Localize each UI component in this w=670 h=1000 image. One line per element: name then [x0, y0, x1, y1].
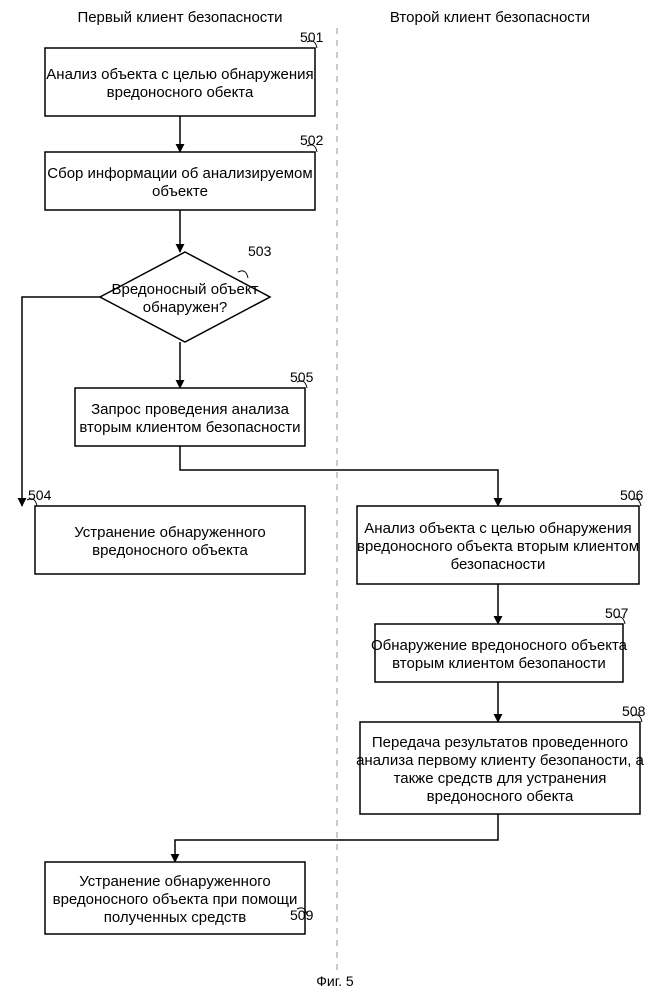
ref-label: 503	[248, 243, 272, 259]
node-text: анализа первому клиенту безопаности, а	[356, 752, 644, 769]
node-text: вредоносного обекта	[427, 788, 574, 805]
node-text: также средств для устранения	[394, 770, 607, 787]
node-text: вредоносного объекта при помощи	[53, 891, 298, 908]
ref-label: 509	[290, 907, 314, 923]
node-504: Устранение обнаруженноговредоносного объ…	[27, 487, 305, 574]
node-text: Анализ объекта с целью обнаружения	[46, 66, 313, 83]
node-507: Обнаружение вредоносного объектавторым к…	[371, 605, 629, 682]
ref-label: 505	[290, 369, 314, 385]
node-508: Передача результатов проведенногоанализа…	[356, 703, 645, 814]
node-501: Анализ объекта с целью обнаружениявредон…	[45, 29, 324, 116]
node-text: Устранение обнаруженного	[74, 524, 266, 541]
node-text: вредоносного обекта	[107, 84, 254, 101]
node-505: Запрос проведения анализавторым клиентом…	[75, 369, 314, 446]
node-502: Сбор информации об анализируемомобъекте 5…	[45, 132, 324, 210]
node-text: Передача результатов проведенного	[372, 734, 628, 751]
node-text: Вредоносный объект	[112, 281, 259, 298]
ref-label: 506	[620, 487, 644, 503]
node-text: вторым клиентом безопасности	[79, 419, 300, 436]
node-509: Устранение обнаруженноговредоносного объ…	[45, 862, 314, 934]
figure-caption: Фиг. 5	[316, 973, 354, 989]
node-text: Сбор информации об анализируемом	[47, 165, 312, 182]
node-text: Устранение обнаруженного	[79, 873, 271, 890]
node-text: Обнаружение вредоносного объекта	[371, 637, 628, 654]
node-text: объекте	[152, 183, 208, 200]
ref-label: 501	[300, 29, 324, 45]
node-506: Анализ объекта с целью обнаружениявредон…	[357, 487, 644, 584]
ref-label: 507	[605, 605, 629, 621]
ref-label: 508	[622, 703, 646, 719]
node-text: Запрос проведения анализа	[91, 401, 290, 418]
node-text: безопасности	[451, 556, 546, 573]
node-text: вредоносного объекта вторым клиентом	[357, 538, 639, 555]
flow-edge	[180, 446, 498, 506]
node-503: Вредоносный объектобнаружен? 503	[100, 243, 272, 342]
node-text: вторым клиентом безопаности	[392, 655, 606, 672]
node-text: Анализ объекта с целью обнаружения	[364, 520, 631, 537]
node-text: полученных средств	[104, 909, 247, 926]
column-header: Первый клиент безопасности	[77, 9, 282, 26]
ref-label: 502	[300, 132, 324, 148]
column-header: Второй клиент безопасности	[390, 9, 590, 26]
node-text: вредоносного объекта	[92, 542, 248, 559]
node-text: обнаружен?	[143, 299, 227, 316]
flowchart-figure: Первый клиент безопасности Второй клиент …	[0, 0, 670, 1000]
ref-tick	[238, 271, 248, 278]
ref-label: 504	[28, 487, 52, 503]
